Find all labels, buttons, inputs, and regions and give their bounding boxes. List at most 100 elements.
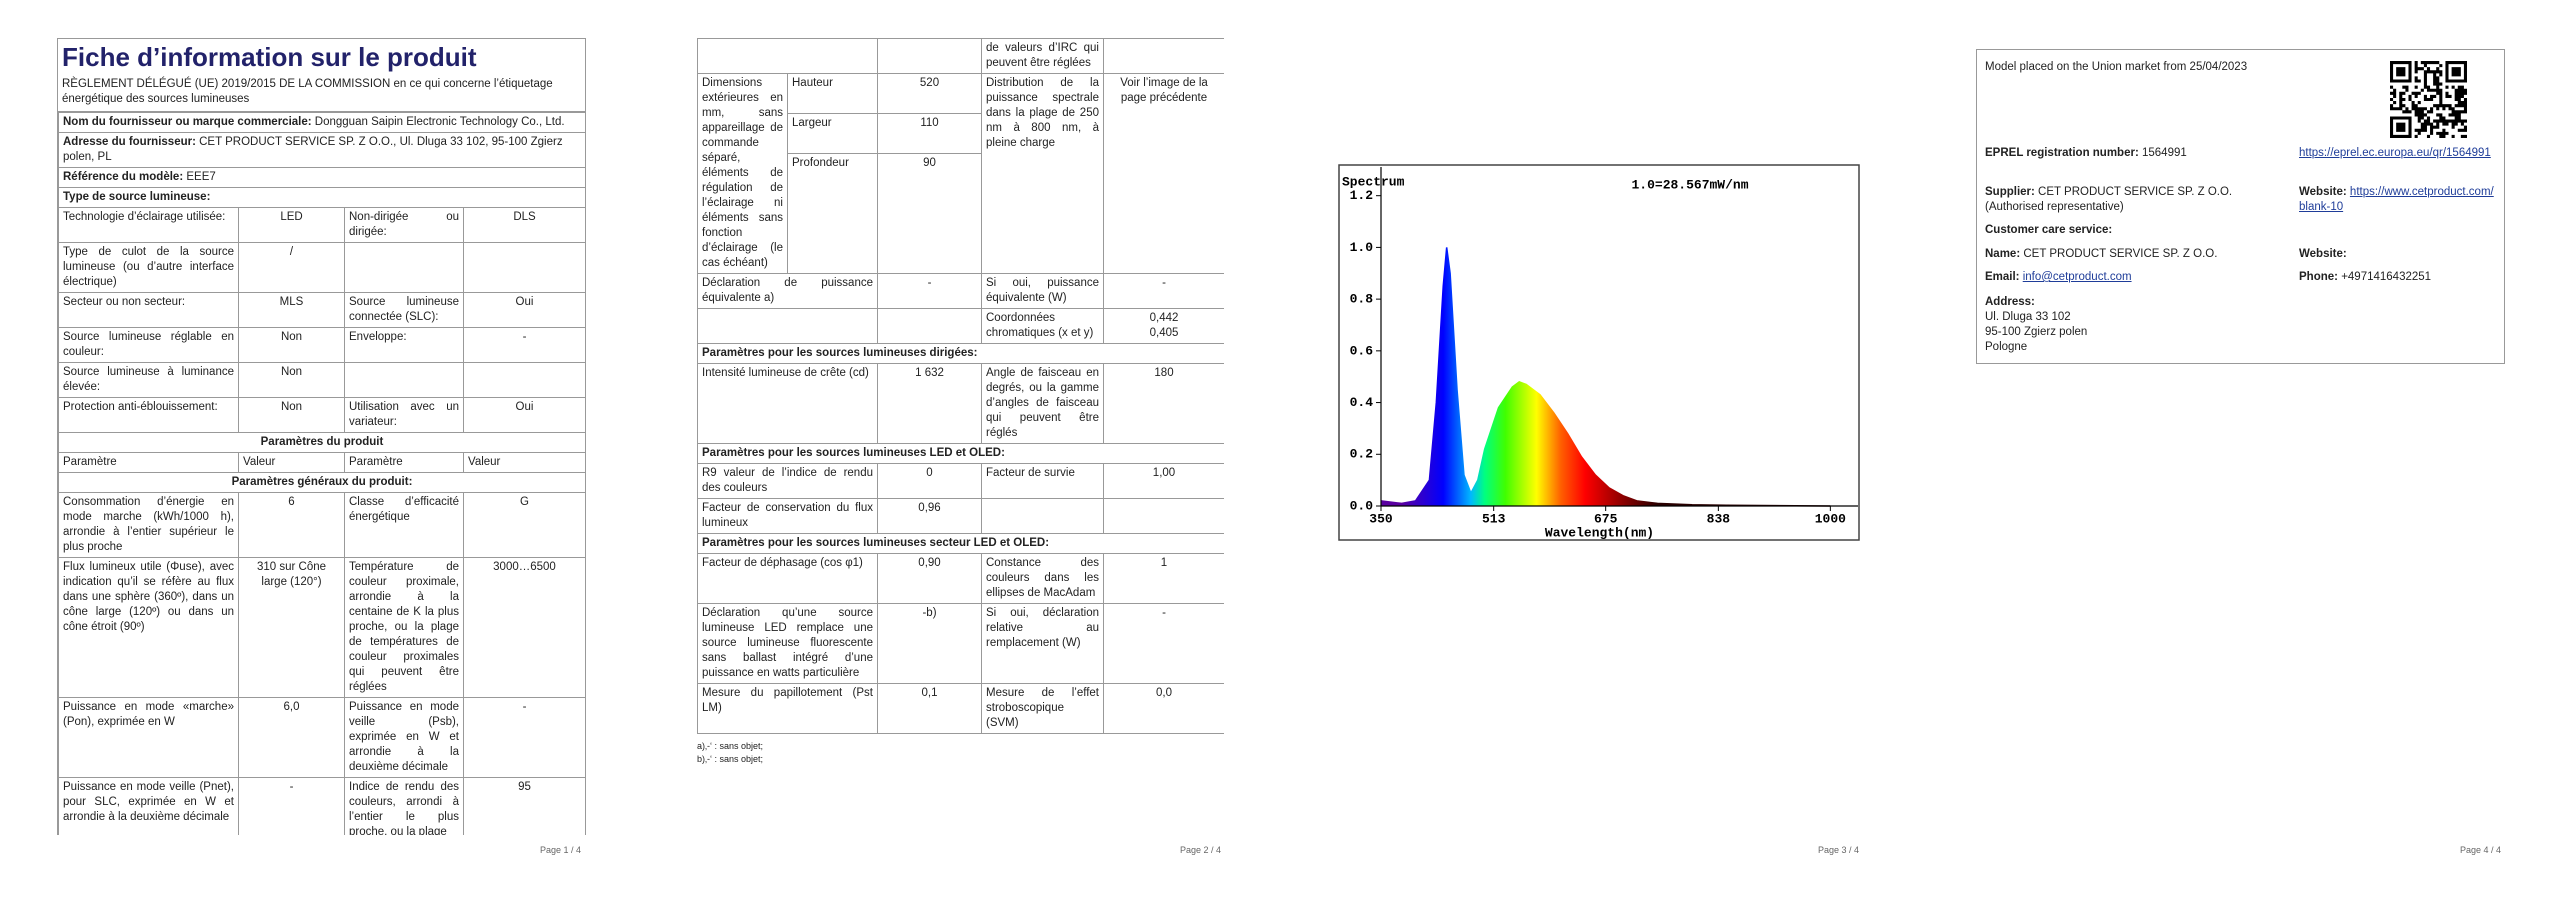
parameter-cell: Distribution de la puissance spectrale d…	[981, 73, 1104, 274]
table-row: de valeurs d’IRC qui peuvent être réglée…	[697, 38, 1224, 74]
field: Address: Ul. Dluga 33 102 95-100 Zgierz po…	[1985, 295, 2285, 355]
table-row: Facteur de déphasage (cos φ1) 0,90 Constan…	[697, 553, 1224, 604]
parameter-cell: Source lumineuse à luminance élevée:	[58, 362, 239, 398]
footnote: a)‚-‘ : sans objet;	[697, 741, 764, 751]
link[interactable]: https://www.cetproduct.com/blank-10	[2299, 186, 2494, 213]
table-row: Paramètres pour les sources lumineuses s…	[697, 533, 1224, 554]
dimension-name: Largeur	[787, 113, 878, 154]
table-row: Coordonnées chromatiques (x et y) 0,442 0…	[697, 308, 1224, 344]
parameter-cell	[697, 308, 878, 344]
dimension-value: 520	[877, 73, 982, 114]
value-cell: Non	[238, 397, 345, 433]
table-row: Flux lumineux utile (Φuse), avec indicat…	[58, 557, 585, 698]
field: Customer care service:	[1985, 223, 2285, 238]
chart-title: Spectrum	[1342, 174, 1405, 189]
y-tick-label: 0.6	[1350, 343, 1374, 358]
value-cell: 0,90	[877, 553, 982, 604]
table-row: Profondeur 90	[698, 153, 1225, 274]
parameter-cell: Angle de faisceau en degrés, ou la gamme…	[981, 363, 1104, 444]
section-heading: Paramètres du produit	[58, 432, 585, 453]
info-value: EEE7	[186, 171, 216, 183]
parameter-cell: Indice de rendu des couleurs, arrondi à …	[344, 777, 464, 835]
footnotes: a)‚-‘ : sans objet; b)‚-‘ : sans objet;	[697, 740, 1224, 766]
chart-frame	[1338, 164, 1860, 541]
parameter-cell: R9 valeur de l’indice de rendu des coule…	[697, 463, 878, 499]
field: Name: CET PRODUCT SERVICE SP. Z O.O.	[1985, 247, 2285, 262]
page-4: Model placed on the Union market from 25…	[1976, 49, 2505, 364]
table-row: Intensité lumineuse de crête (cd) 1 632 An…	[697, 363, 1224, 444]
spectrum-chart: Spectrum 1.0=28.567mW/nm Wavelength(nm) 0.0…	[1338, 164, 1860, 541]
field: Website:	[2299, 247, 2499, 262]
info-label: Adresse du fournisseur:	[63, 136, 196, 148]
value-cell: MLS	[238, 292, 345, 328]
info-label: Nom du fournisseur ou marque commerciale…	[63, 116, 312, 128]
y-tick-label: 0.8	[1350, 292, 1374, 307]
parameter-cell: Mesure de l’effet stroboscopique (SVM)	[981, 683, 1104, 734]
info-row: Nom du fournisseur ou marque commerciale…	[58, 112, 585, 133]
x-axis-label: Wavelength(nm)	[1545, 525, 1654, 540]
field: Phone: +4971416432251	[2299, 270, 2499, 285]
parameter-cell: Type de culot de la source lumineuse (ou…	[58, 242, 239, 293]
field-label: Name:	[1985, 248, 2021, 260]
value-cell	[463, 242, 585, 293]
annotation: 1.0=28.567mW/nm	[1631, 177, 1748, 192]
info-label: Référence du modèle:	[63, 171, 184, 183]
table-row: R9 valeur de l’indice de rendu des coule…	[697, 463, 1224, 499]
product-table: Nom du fournisseur ou marque commerciale…	[58, 112, 585, 835]
value-cell: 1	[1103, 553, 1224, 604]
table-row: Puissance en mode veille (Pnet), pour SL…	[58, 777, 585, 835]
field-label: EPREL registration number:	[1985, 147, 2139, 159]
info-label: Type de source lumineuse:	[63, 191, 211, 203]
parameter-cell: Flux lumineux utile (Φuse), avec indicat…	[58, 557, 239, 698]
column-header: Valeur	[238, 452, 345, 473]
parameter-cell: Mesure du papillotement (Pst LM)	[697, 683, 878, 734]
address-line: 95-100 Zgierz polen	[1985, 326, 2088, 338]
dimension-name: Profondeur	[787, 153, 878, 274]
parameter-cell: Facteur de survie	[981, 463, 1104, 499]
page-1: Fiche d’information sur le produit RÈGLE…	[57, 38, 586, 835]
table-row: Source lumineuse à luminance élevée: Non	[58, 362, 585, 398]
value-cell: -	[463, 697, 585, 778]
value-cell: /	[238, 242, 345, 293]
info-value: CET PRODUCT SERVICE SP. Z O.O., Ul. Dlug…	[63, 136, 563, 163]
link[interactable]: info@cetproduct.com	[2022, 271, 2132, 283]
parameter-cell	[344, 242, 464, 293]
value-cell: 6	[238, 492, 345, 558]
table-row: Facteur de conservation du flux lumineux…	[697, 498, 1224, 534]
table-row: Paramètres pour les sources lumineuses d…	[697, 343, 1224, 364]
value-cell: -	[463, 327, 585, 363]
table-row: Type de culot de la source lumineuse (ou…	[58, 242, 585, 293]
parameter-cell: Technologie d’éclairage utilisée:	[58, 207, 239, 243]
value-cell	[1103, 38, 1224, 74]
subtitle: RÈGLEMENT DÉLÉGUÉ (UE) 2019/2015 DE LA C…	[58, 75, 585, 112]
page-2: de valeurs d’IRC qui peuvent être réglée…	[697, 38, 1224, 778]
qr-modules	[2390, 61, 2467, 138]
address-line: Ul. Dluga 33 102	[1985, 311, 2071, 323]
table-row: Puissance en mode «marche» (Pon), exprim…	[58, 697, 585, 778]
page-number: Page 2 / 4	[1180, 845, 1222, 855]
y-tick-label: 1.0	[1350, 240, 1374, 255]
field: Model placed on the Union market from 25…	[1985, 60, 2345, 75]
field-label: Website:	[2299, 186, 2347, 198]
parameter-cell: Source lumineuse réglable en couleur:	[58, 327, 239, 363]
parameter-cell: Dimensions extérieures en mm, sans appar…	[697, 73, 788, 274]
page-number: Page 4 / 4	[2460, 845, 2502, 855]
link[interactable]: https://eprel.ec.europa.eu/qr/1564991	[2299, 147, 2491, 159]
parameter-cell: Coordonnées chromatiques (x et y)	[981, 308, 1104, 344]
parameter-cell	[344, 362, 464, 398]
info-row: Référence du modèle: EEE7	[58, 167, 585, 188]
field-value: CET PRODUCT SERVICE SP. Z O.O.	[2023, 248, 2218, 260]
value-cell: Voir l’image de la page précédente	[1103, 73, 1224, 274]
parameter-cell: Consommation d’énergie en mode marche (k…	[58, 492, 239, 558]
address-line: Pologne	[1985, 341, 2028, 353]
y-tick-label: 0.0	[1350, 498, 1374, 513]
value-cell	[877, 38, 982, 74]
value-cell: 0,442 0,405	[1103, 308, 1224, 344]
table-row: Consommation d’énergie en mode marche (k…	[58, 492, 585, 558]
field: EPREL registration number: 1564991	[1985, 146, 2285, 161]
title: Fiche d’information sur le produit	[62, 42, 477, 72]
parameter-cell	[981, 498, 1104, 534]
value-cell: 6,0	[238, 697, 345, 778]
value-cell: -	[238, 777, 345, 835]
